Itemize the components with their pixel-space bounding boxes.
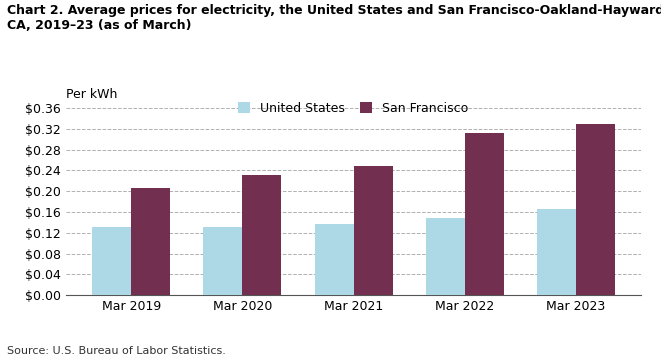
Bar — [315, 225, 354, 295]
Bar — [537, 209, 576, 295]
Bar — [465, 134, 504, 295]
Bar — [204, 226, 243, 295]
Bar — [576, 123, 615, 295]
Text: Source: U.S. Bureau of Labor Statistics.: Source: U.S. Bureau of Labor Statistics. — [7, 346, 225, 356]
Bar — [131, 188, 170, 295]
Bar — [426, 218, 465, 295]
Text: Chart 2. Average prices for electricity, the United States and San Francisco-Oak: Chart 2. Average prices for electricity,… — [7, 4, 661, 32]
Bar — [354, 166, 393, 295]
Bar — [93, 226, 131, 295]
Bar — [243, 175, 282, 295]
Text: Per kWh: Per kWh — [66, 88, 118, 101]
Legend: United States, San Francisco: United States, San Francisco — [237, 102, 469, 114]
